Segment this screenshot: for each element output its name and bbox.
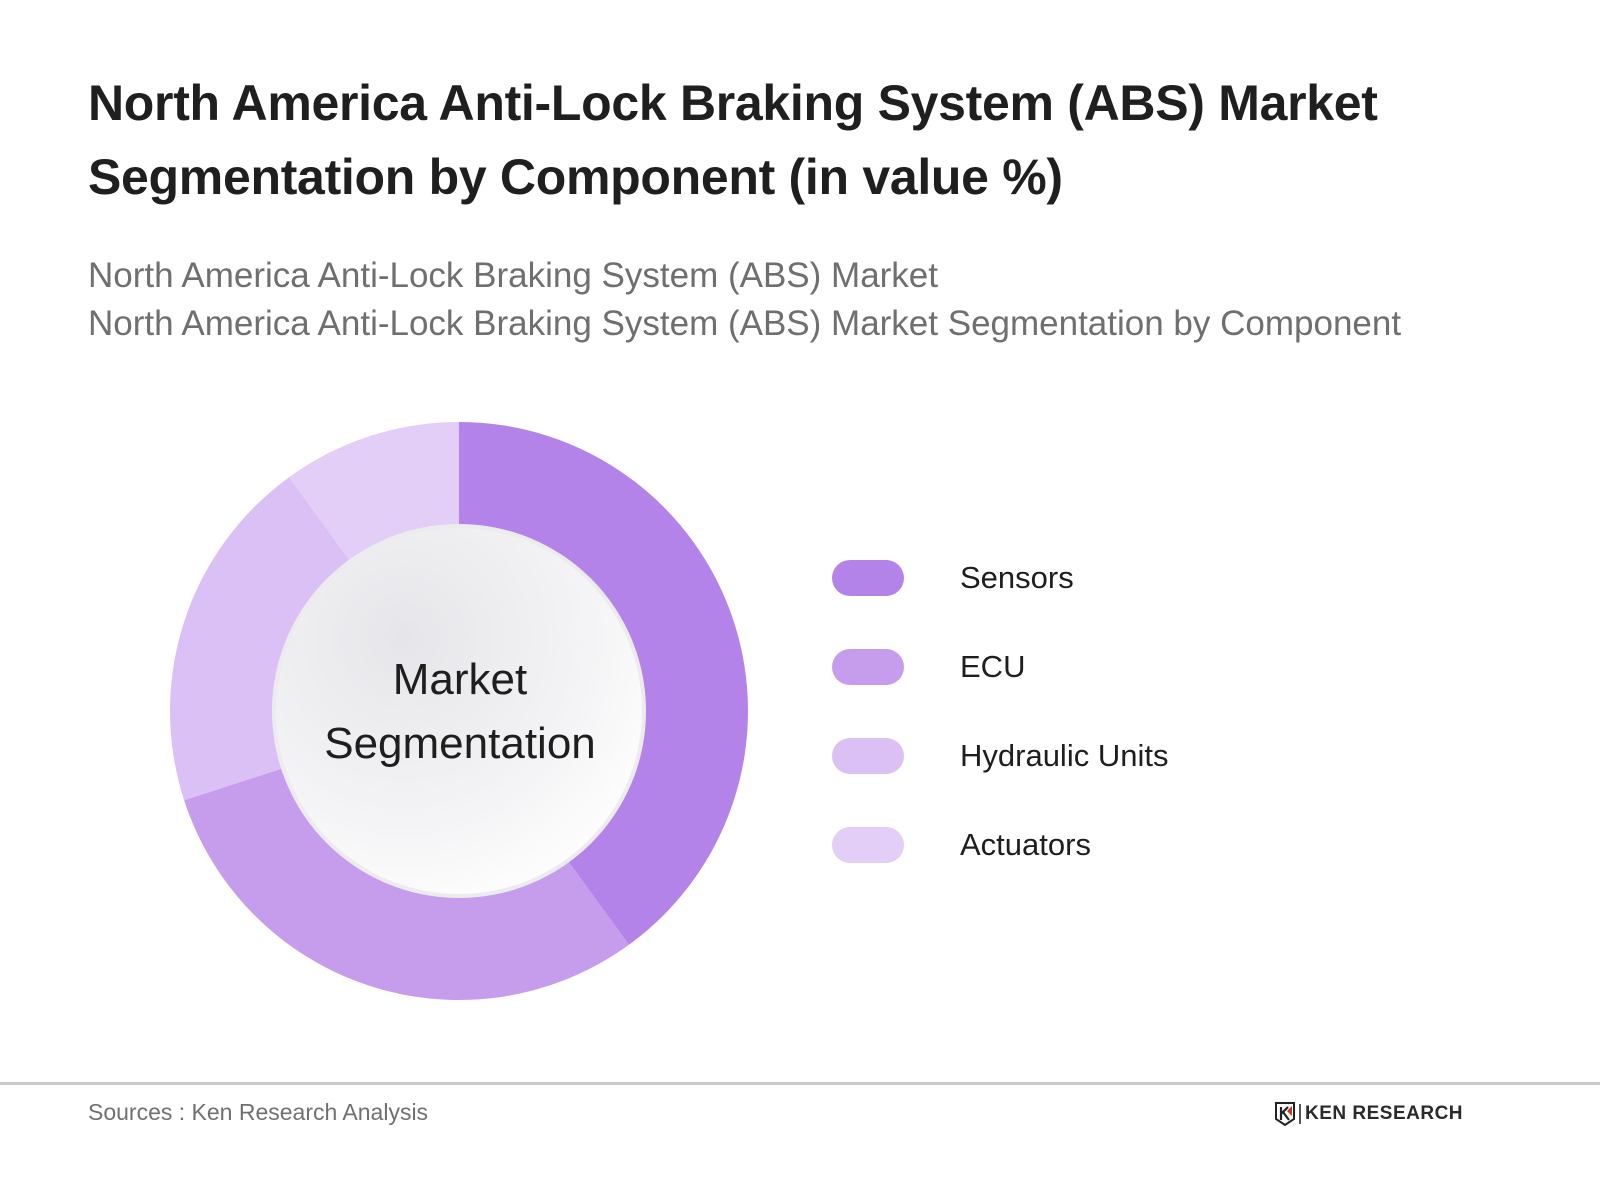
legend-item-sensors: Sensors	[832, 560, 1168, 596]
subtitle-line-1: North America Anti-Lock Braking System (…	[88, 256, 938, 295]
legend-swatch-hydraulic-units	[832, 738, 904, 774]
center-disc	[276, 528, 642, 894]
center-label-line-2: Segmentation	[324, 719, 596, 768]
center-label-line-1: Market	[392, 655, 528, 704]
legend-swatch-ecu	[832, 649, 904, 685]
legend-swatch-actuators	[832, 827, 904, 863]
title-line-2: Segmentation by Component (in value %)	[88, 149, 1063, 205]
legend-label-sensors: Sensors	[960, 560, 1074, 595]
legend-swatch-sensors	[832, 560, 904, 596]
title-line-1: North America Anti-Lock Braking System (…	[88, 75, 1378, 131]
legend-item-actuators: Actuators	[832, 827, 1168, 863]
chart-legend: Sensors ECU Hydraulic Units Actuators	[832, 560, 1168, 916]
subtitle-line-2: North America Anti-Lock Braking System (…	[88, 304, 1402, 343]
legend-label-hydraulic-units: Hydraulic Units	[960, 738, 1169, 773]
slice-hydraulic-units	[170, 477, 371, 801]
legend-item-ecu: ECU	[832, 649, 1168, 685]
ken-research-logo-icon	[1275, 1102, 1295, 1126]
donut-chart: Market Segmentation	[170, 422, 750, 1002]
ken-research-logo: KEN RESEARCH	[1275, 1102, 1463, 1126]
source-note: Sources : Ken Research Analysis	[88, 1099, 429, 1125]
legend-item-hydraulic-units: Hydraulic Units	[832, 738, 1168, 774]
legend-label-actuators: Actuators	[960, 827, 1091, 862]
legend-label-ecu: ECU	[960, 649, 1026, 684]
center-label: Market Segmentation	[170, 422, 750, 1002]
footer-divider	[0, 1082, 1600, 1085]
logo-separator	[1299, 1104, 1301, 1124]
logo-text: KEN RESEARCH	[1305, 1103, 1464, 1124]
donut-chart-svg	[170, 422, 748, 1000]
chart-subtitle: North America Anti-Lock Braking System (…	[88, 252, 1568, 348]
page-title: North America Anti-Lock Braking System (…	[88, 66, 1528, 214]
